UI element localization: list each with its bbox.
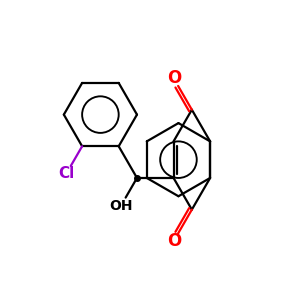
- Text: O: O: [167, 69, 181, 87]
- Text: O: O: [167, 232, 181, 250]
- Text: OH: OH: [109, 199, 133, 213]
- Text: Cl: Cl: [58, 166, 75, 181]
